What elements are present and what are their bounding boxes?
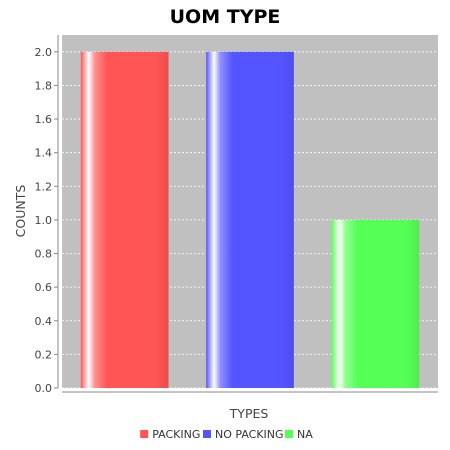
y-tick-label: 0.2 xyxy=(35,348,53,361)
y-axis-ticks: 0.0 0.2 0.4 0.6 0.8 1.0 1.2 1.4 1.6 1.8 2.0 xyxy=(35,46,58,395)
legend-swatch xyxy=(285,430,293,438)
legend-swatch xyxy=(140,430,149,438)
chart-title: UOM TYPE xyxy=(170,6,281,28)
x-axis-label: TYPES xyxy=(229,406,269,421)
y-tick-label: 2.0 xyxy=(35,46,53,59)
legend-label: NA xyxy=(297,428,313,441)
y-tick-label: 0.4 xyxy=(35,315,53,328)
y-tick-label: 1.8 xyxy=(35,79,53,92)
y-tick-label: 1.2 xyxy=(35,180,53,193)
y-tick-label: 0.0 xyxy=(35,382,53,395)
y-axis-label: COUNTS xyxy=(13,185,28,238)
y-tick-label: 1.4 xyxy=(35,147,53,160)
bars xyxy=(80,51,420,389)
legend-swatch xyxy=(203,430,211,438)
legend-label: PACKING xyxy=(152,428,200,441)
y-tick-label: 0.6 xyxy=(35,281,53,294)
y-tick-label: 1.0 xyxy=(35,214,53,227)
legend-label: NO PACKING xyxy=(215,428,284,441)
y-tick-label: 0.8 xyxy=(35,248,53,261)
bar-packing xyxy=(80,51,169,389)
y-tick-label: 1.6 xyxy=(35,113,53,126)
legend: PACKING NO PACKING NA xyxy=(140,428,313,441)
bar-na xyxy=(331,219,420,388)
bar-no-packing xyxy=(206,51,294,389)
